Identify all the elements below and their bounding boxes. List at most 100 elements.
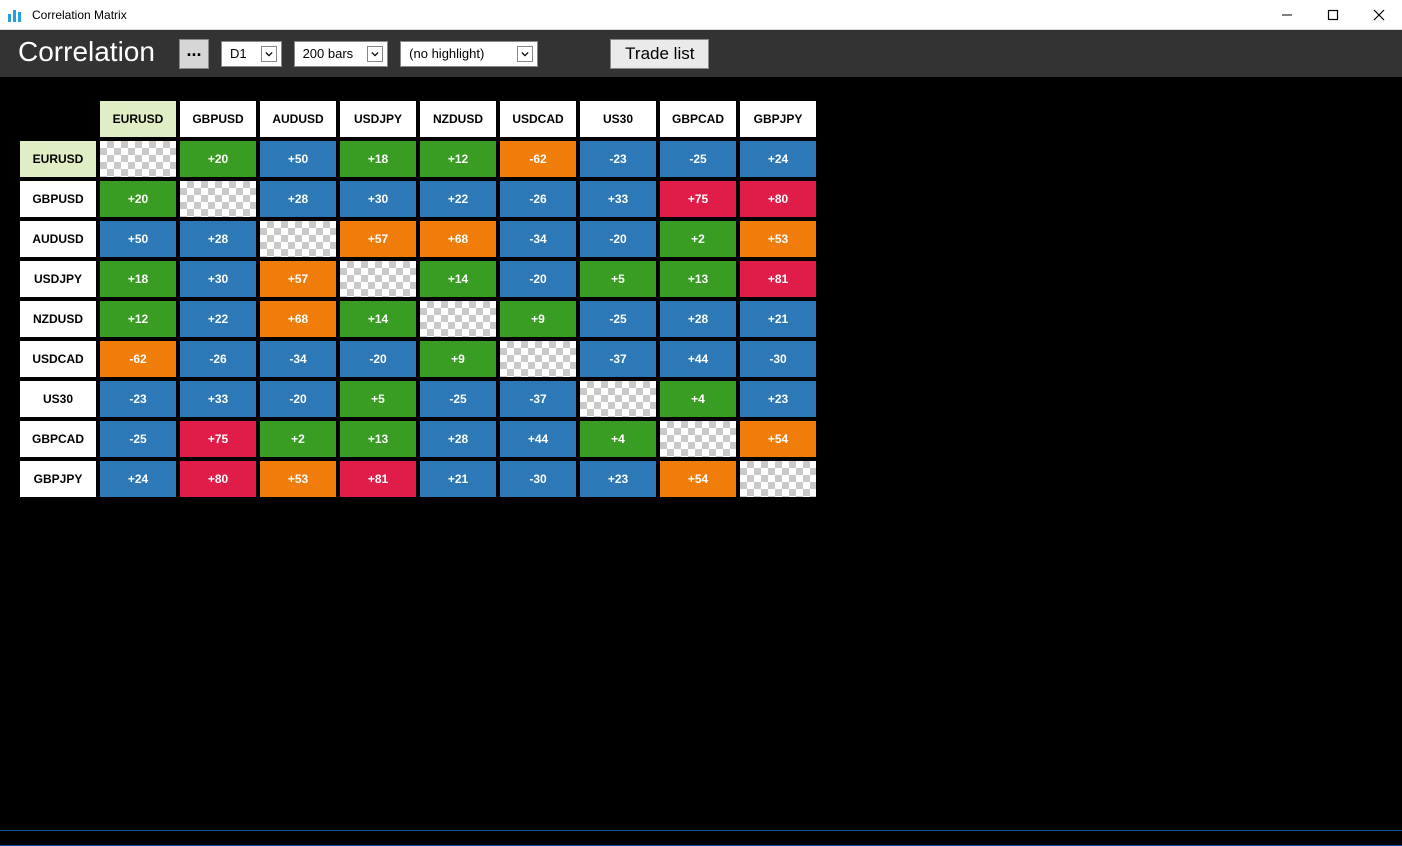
symbols-button[interactable]: ...	[179, 39, 209, 69]
diagonal-cell	[738, 459, 818, 499]
correlation-cell[interactable]: +53	[738, 219, 818, 259]
correlation-cell[interactable]: +2	[658, 219, 738, 259]
correlation-cell[interactable]: -25	[98, 419, 178, 459]
correlation-cell[interactable]: -37	[498, 379, 578, 419]
correlation-cell[interactable]: +24	[738, 139, 818, 179]
correlation-cell[interactable]: +28	[178, 219, 258, 259]
correlation-cell[interactable]: +33	[178, 379, 258, 419]
correlation-cell[interactable]: +5	[338, 379, 418, 419]
correlation-cell[interactable]: +20	[98, 179, 178, 219]
correlation-cell[interactable]: +57	[258, 259, 338, 299]
row-header[interactable]: NZDUSD	[18, 299, 98, 339]
window-minimize-button[interactable]	[1264, 0, 1310, 30]
correlation-cell[interactable]: +20	[178, 139, 258, 179]
correlation-cell[interactable]: +44	[658, 339, 738, 379]
correlation-cell[interactable]: +9	[418, 339, 498, 379]
row-header[interactable]: USDJPY	[18, 259, 98, 299]
correlation-cell[interactable]: +54	[738, 419, 818, 459]
correlation-cell[interactable]: +30	[338, 179, 418, 219]
correlation-cell[interactable]: +22	[418, 179, 498, 219]
correlation-cell[interactable]: -25	[578, 299, 658, 339]
correlation-cell[interactable]: +68	[258, 299, 338, 339]
correlation-cell[interactable]: +75	[658, 179, 738, 219]
column-header[interactable]: EURUSD	[98, 99, 178, 139]
correlation-cell[interactable]: +2	[258, 419, 338, 459]
correlation-cell[interactable]: -23	[578, 139, 658, 179]
correlation-cell[interactable]: +14	[338, 299, 418, 339]
correlation-cell[interactable]: -25	[658, 139, 738, 179]
correlation-cell[interactable]: -20	[578, 219, 658, 259]
window-maximize-button[interactable]	[1310, 0, 1356, 30]
correlation-cell[interactable]: +28	[418, 419, 498, 459]
correlation-cell[interactable]: +12	[98, 299, 178, 339]
correlation-cell[interactable]: -62	[498, 139, 578, 179]
correlation-cell[interactable]: -37	[578, 339, 658, 379]
correlation-cell[interactable]: +21	[738, 299, 818, 339]
correlation-cell[interactable]: +81	[738, 259, 818, 299]
column-header[interactable]: USDJPY	[338, 99, 418, 139]
row-header[interactable]: GBPJPY	[18, 459, 98, 499]
correlation-cell[interactable]: +81	[338, 459, 418, 499]
correlation-cell[interactable]: +75	[178, 419, 258, 459]
correlation-cell[interactable]: -34	[258, 339, 338, 379]
correlation-cell[interactable]: +68	[418, 219, 498, 259]
correlation-cell[interactable]: +22	[178, 299, 258, 339]
highlight-select[interactable]: (no highlight)	[400, 41, 538, 67]
correlation-cell[interactable]: +18	[338, 139, 418, 179]
row-header[interactable]: USDCAD	[18, 339, 98, 379]
column-header[interactable]: GBPJPY	[738, 99, 818, 139]
correlation-cell[interactable]: +44	[498, 419, 578, 459]
correlation-cell[interactable]: +30	[178, 259, 258, 299]
row-header[interactable]: GBPUSD	[18, 179, 98, 219]
correlation-cell[interactable]: -30	[498, 459, 578, 499]
correlation-cell[interactable]: -20	[498, 259, 578, 299]
correlation-cell[interactable]: +23	[578, 459, 658, 499]
correlation-cell[interactable]: +4	[578, 419, 658, 459]
correlation-cell[interactable]: +12	[418, 139, 498, 179]
row-header[interactable]: EURUSD	[18, 139, 98, 179]
correlation-cell[interactable]: -25	[418, 379, 498, 419]
correlation-cell[interactable]: +9	[498, 299, 578, 339]
diagonal-cell	[258, 219, 338, 259]
correlation-cell[interactable]: +54	[658, 459, 738, 499]
correlation-cell[interactable]: +50	[258, 139, 338, 179]
bars-select[interactable]: 200 bars	[294, 41, 389, 67]
correlation-cell[interactable]: -30	[738, 339, 818, 379]
correlation-cell[interactable]: -62	[98, 339, 178, 379]
correlation-cell[interactable]: +13	[658, 259, 738, 299]
correlation-cell[interactable]: +18	[98, 259, 178, 299]
correlation-cell[interactable]: +80	[178, 459, 258, 499]
row-header[interactable]: GBPCAD	[18, 419, 98, 459]
correlation-cell[interactable]: +28	[258, 179, 338, 219]
correlation-cell[interactable]: -20	[338, 339, 418, 379]
timeframe-select[interactable]: D1	[221, 41, 282, 67]
correlation-cell[interactable]: +24	[98, 459, 178, 499]
correlation-cell[interactable]: +57	[338, 219, 418, 259]
row-header[interactable]: US30	[18, 379, 98, 419]
correlation-cell[interactable]: +53	[258, 459, 338, 499]
column-header[interactable]: AUDUSD	[258, 99, 338, 139]
correlation-cell[interactable]: +4	[658, 379, 738, 419]
correlation-cell[interactable]: +28	[658, 299, 738, 339]
correlation-cell[interactable]: -20	[258, 379, 338, 419]
column-header[interactable]: US30	[578, 99, 658, 139]
correlation-cell[interactable]: +23	[738, 379, 818, 419]
correlation-cell[interactable]: +80	[738, 179, 818, 219]
column-header[interactable]: GBPCAD	[658, 99, 738, 139]
correlation-cell[interactable]: +33	[578, 179, 658, 219]
correlation-cell[interactable]: -23	[98, 379, 178, 419]
column-header[interactable]: USDCAD	[498, 99, 578, 139]
window-close-button[interactable]	[1356, 0, 1402, 30]
correlation-cell[interactable]: +50	[98, 219, 178, 259]
correlation-cell[interactable]: -26	[498, 179, 578, 219]
correlation-cell[interactable]: -34	[498, 219, 578, 259]
correlation-cell[interactable]: +5	[578, 259, 658, 299]
correlation-cell[interactable]: +13	[338, 419, 418, 459]
correlation-cell[interactable]: -26	[178, 339, 258, 379]
column-header[interactable]: NZDUSD	[418, 99, 498, 139]
column-header[interactable]: GBPUSD	[178, 99, 258, 139]
row-header[interactable]: AUDUSD	[18, 219, 98, 259]
correlation-cell[interactable]: +14	[418, 259, 498, 299]
correlation-cell[interactable]: +21	[418, 459, 498, 499]
trade-list-button[interactable]: Trade list	[610, 39, 709, 69]
